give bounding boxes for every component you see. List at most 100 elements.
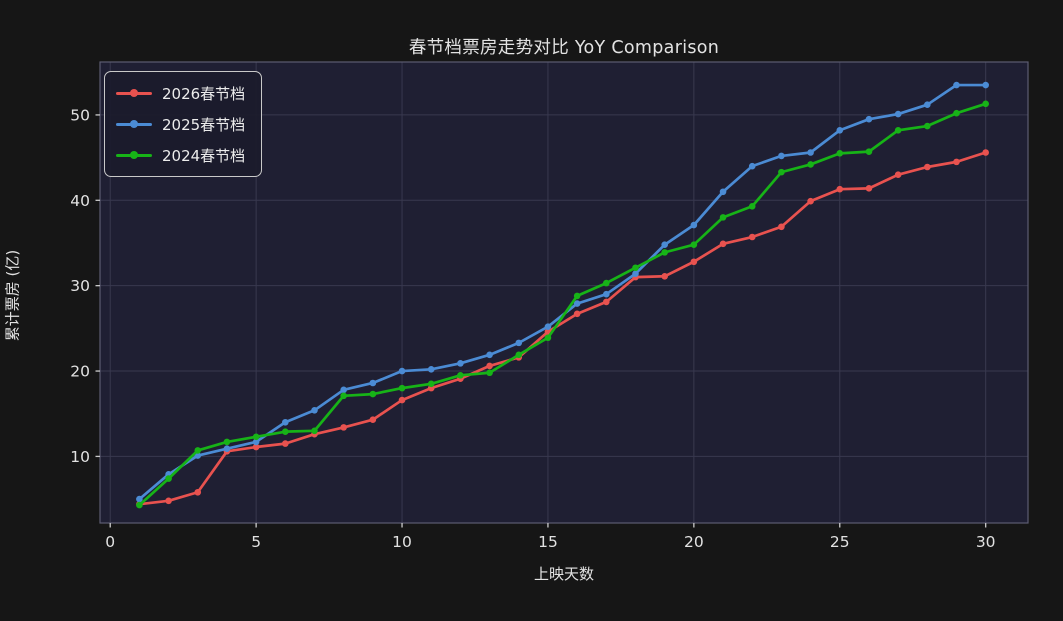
data-point <box>282 428 289 435</box>
chart-title: 春节档票房走势对比 YoY Comparison <box>408 38 720 58</box>
x-tick-label: 30 <box>976 533 996 551</box>
data-point <box>632 270 639 278</box>
data-point <box>369 390 377 398</box>
data-point <box>865 115 873 123</box>
plot-border <box>99 61 1029 524</box>
data-point <box>486 351 493 359</box>
data-point <box>953 109 960 117</box>
series-line-2026春节档 <box>138 151 988 506</box>
data-point <box>194 447 202 454</box>
data-point <box>603 279 610 287</box>
data-point <box>369 379 377 387</box>
data-point <box>661 241 668 248</box>
data-point <box>690 241 698 248</box>
y-tick-label: 10 <box>70 448 90 466</box>
x-tick-label: 10 <box>392 533 412 551</box>
legend: 2026春节档 2025春节档 2024春节档 <box>104 71 263 177</box>
data-point <box>252 433 260 441</box>
x-tick-label: 20 <box>684 533 704 551</box>
data-point <box>719 240 727 248</box>
data-point <box>836 185 844 193</box>
legend-line-marker-icon <box>116 119 152 129</box>
x-tick-label: 15 <box>538 533 558 551</box>
data-point <box>398 384 406 392</box>
data-point <box>661 272 668 280</box>
data-point <box>982 149 989 156</box>
data-point <box>748 162 756 170</box>
data-point <box>515 339 523 347</box>
data-point <box>807 197 814 205</box>
legend-item-2024: 2024春节档 <box>116 143 245 167</box>
data-point <box>340 386 347 394</box>
data-point <box>486 362 493 370</box>
legend-item-2025: 2025春节档 <box>116 112 245 136</box>
data-point <box>953 81 960 89</box>
data-point <box>252 438 260 446</box>
data-point <box>924 101 931 108</box>
y-tick-label: 50 <box>70 106 90 124</box>
data-point <box>486 369 493 377</box>
legend-line-marker-icon <box>116 88 152 98</box>
data-point <box>690 221 698 229</box>
data-point <box>194 452 202 459</box>
data-point <box>427 380 435 388</box>
legend-label: 2026春节档 <box>162 84 246 103</box>
y-axis-label: 累计票房 (亿) <box>3 249 22 342</box>
data-point <box>661 249 668 256</box>
x-tick-label: 5 <box>251 533 261 551</box>
data-point <box>865 148 873 155</box>
data-point <box>894 171 902 178</box>
data-point <box>340 424 347 431</box>
data-point <box>778 223 785 231</box>
data-point <box>544 323 552 330</box>
data-point <box>398 367 406 375</box>
series-line-2024春节档 <box>138 102 988 507</box>
y-tick-label: 20 <box>70 363 90 381</box>
legend-item-2026: 2026春节档 <box>116 81 245 105</box>
y-tick-label: 40 <box>70 192 90 210</box>
data-point <box>632 264 639 272</box>
data-point <box>924 163 931 171</box>
x-tick-label: 25 <box>830 533 850 551</box>
data-point <box>807 149 814 156</box>
data-point <box>748 202 756 210</box>
data-point <box>982 100 989 108</box>
legend-line-marker-icon <box>116 150 152 160</box>
data-point <box>194 488 202 496</box>
data-point <box>982 81 989 89</box>
data-point <box>223 445 231 453</box>
data-point <box>573 310 581 318</box>
data-point <box>398 396 406 404</box>
data-point <box>311 427 318 435</box>
data-point <box>690 258 698 266</box>
data-point <box>165 475 172 482</box>
y-tick-label: 30 <box>70 277 90 295</box>
x-axis-label: 上映天数 <box>533 565 594 583</box>
data-point <box>836 150 844 157</box>
data-point <box>894 110 902 118</box>
data-point <box>953 158 960 166</box>
data-point <box>778 152 785 160</box>
data-point <box>457 372 464 379</box>
data-point <box>136 501 143 509</box>
data-point <box>515 351 523 359</box>
data-point <box>719 188 727 196</box>
data-point <box>924 122 931 130</box>
data-point <box>603 290 610 298</box>
data-point <box>603 298 610 306</box>
data-point <box>544 334 552 342</box>
data-point <box>282 440 289 447</box>
data-point <box>573 292 581 300</box>
data-point <box>282 418 289 426</box>
legend-label: 2025春节档 <box>162 115 246 134</box>
data-point <box>340 392 347 400</box>
data-point <box>748 233 756 241</box>
data-point <box>223 438 231 446</box>
data-point <box>894 126 902 134</box>
data-point <box>457 360 464 367</box>
data-point <box>136 495 143 503</box>
data-point <box>807 161 814 168</box>
data-point <box>369 416 377 424</box>
